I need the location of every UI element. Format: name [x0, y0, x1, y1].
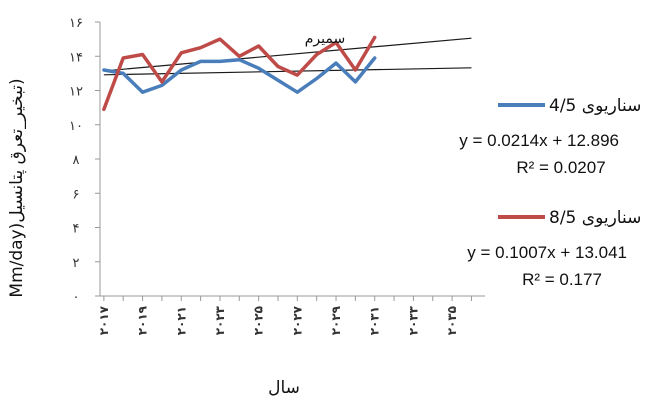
series-lines	[102, 35, 377, 112]
y-tick-label: ۴	[73, 222, 80, 237]
y-tick-label: ۱۴	[69, 50, 83, 65]
x-tick-label: ۲۰۲۵	[252, 306, 266, 335]
legend: سناریوی 4/5 y = 0.0214x + 12.896 R² = 0.…	[459, 96, 641, 289]
x-tick-label: ۲۰۲۷	[290, 305, 304, 335]
x-tick-label: ۲۰۲۱	[174, 306, 188, 335]
x-axis-ticks: ۲۰۱۷ ۲۰۱۹ ۲۰۲۱ ۲۰۲۳ ۲۰۲۵ ۲۰۲۷ ۲۰۲۹ ۲۰۳۱ ۲۰۳۳ ۲۰۳۵	[97, 296, 472, 335]
x-axis-label: سال	[268, 378, 300, 398]
x-tick-label: ۲۰۳۵	[445, 306, 459, 335]
y-tick-label: ۱۲	[69, 85, 83, 100]
y-tick-label: ۰	[73, 290, 80, 305]
legend-label-4-5: سناریوی 4/5	[549, 96, 641, 116]
x-tick-label: ۲۰۱۷	[97, 305, 111, 335]
equation-4-5: y = 0.0214x + 12.896	[459, 131, 619, 150]
series-line-4-5	[102, 56, 377, 94]
r-squared-8-5: R² = 0.177	[522, 270, 602, 289]
y-tick-label: ۱۶	[69, 16, 83, 31]
legend-label-8-5: سناریوی 8/5	[549, 208, 641, 228]
x-tick-label: ۲۰۱۹	[136, 305, 150, 335]
chart-title: سمیرم	[305, 31, 345, 47]
y-tick-label: ۶	[73, 187, 80, 202]
y-axis-ticks: ۰ ۲ ۴ ۶ ۸ ۱۰ ۱۲ ۱۴ ۱۶	[69, 16, 100, 305]
x-tick-label: ۲۰۲۹	[329, 305, 343, 335]
x-tick-label: ۲۰۲۳	[213, 305, 227, 335]
y-tick-label: ۸	[73, 153, 80, 168]
equation-8-5: y = 0.1007x + 13.041	[467, 243, 627, 262]
y-axis-label: Mm/day)تبخیر_تعرق پتانسیل)	[7, 78, 27, 297]
x-tick-label: ۲۰۳۳	[406, 305, 420, 335]
r-squared-4-5: R² = 0.0207	[516, 158, 605, 177]
x-tick-label: ۲۰۳۱	[368, 306, 382, 335]
y-tick-label: ۲	[73, 256, 80, 271]
series-line-8-5	[102, 35, 377, 112]
y-tick-label: ۱۰	[69, 119, 83, 134]
trendline	[103, 37, 472, 72]
